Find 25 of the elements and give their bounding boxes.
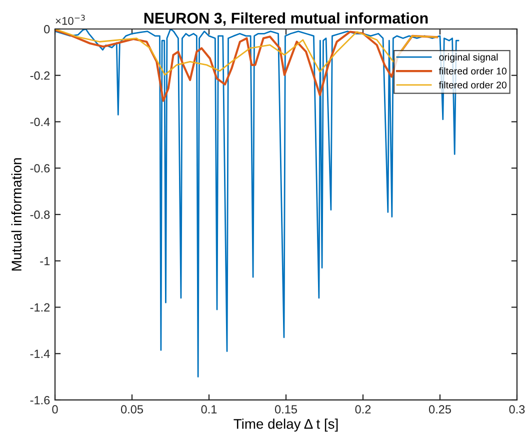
x-tick-label: 0.05 <box>120 405 143 414</box>
y-axis-title: Mutual information <box>11 158 22 270</box>
legend-label: filtered order 10 <box>438 67 507 75</box>
y-tick-label: -0.4 <box>30 118 50 126</box>
x-tick-label: 0 <box>52 405 58 414</box>
y-tick-label: -1.6 <box>30 396 50 404</box>
legend-label: filtered order 20 <box>438 81 507 88</box>
y-tick-label: -0.2 <box>30 71 50 80</box>
y-tick-label: -0.6 <box>30 164 50 173</box>
line-series <box>55 28 438 76</box>
x-tick-label: 0.3 <box>509 405 525 414</box>
y-tick-label: 0 <box>44 25 50 34</box>
y-tick-label: -1 <box>40 257 50 266</box>
x-tick-label: 0.15 <box>274 405 297 414</box>
legend-label: original signal <box>439 53 498 63</box>
y-tick-label: -1.2 <box>30 303 50 312</box>
chart-title: NEURON 3, Filtered mutual information <box>144 12 428 26</box>
x-tick-label: 0.1 <box>201 405 217 414</box>
x-tick-label: 0.25 <box>428 405 451 414</box>
x-tick-label: 0.2 <box>355 405 371 414</box>
y-tick-label: -1.4 <box>30 350 50 358</box>
line-series <box>55 28 438 102</box>
text: ×10$^{−3}$ <box>56 14 85 25</box>
x-axis-title: Time delay Δ t [s] <box>234 418 338 432</box>
y-tick-label: -0.8 <box>30 210 50 219</box>
